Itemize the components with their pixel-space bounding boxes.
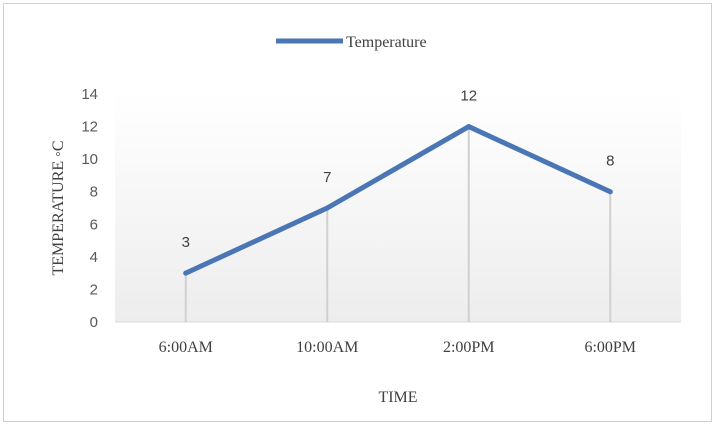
y-tick-label: 0 <box>90 314 98 331</box>
legend-label: Temperature <box>346 34 427 51</box>
data-label: 8 <box>606 153 614 170</box>
data-label: 3 <box>182 234 190 251</box>
x-axis-title: TIME <box>378 389 417 406</box>
x-axis-ticks: 6:00AM 10:00AM 2:00PM 6:00PM <box>159 339 636 356</box>
y-tick-label: 14 <box>81 86 98 103</box>
y-tick-label: 4 <box>90 249 98 266</box>
legend: Temperature <box>276 34 427 51</box>
y-tick-label: 10 <box>81 151 98 168</box>
plot-area <box>115 92 681 322</box>
y-tick-label: 6 <box>90 216 98 233</box>
data-labels: 3 7 12 8 <box>182 88 615 252</box>
data-label: 7 <box>323 169 331 186</box>
drop-lines <box>184 126 612 322</box>
x-tick-label: 2:00PM <box>443 339 495 356</box>
y-tick-label: 2 <box>90 281 98 298</box>
x-tick-label: 6:00PM <box>584 339 636 356</box>
x-tick-label: 10:00AM <box>296 339 358 356</box>
data-point <box>324 205 330 211</box>
data-point <box>607 189 613 195</box>
data-point <box>466 124 472 130</box>
series-line-temperature <box>183 124 613 276</box>
y-axis-title: TEMPERATURE ◦C <box>50 140 67 275</box>
y-tick-label: 12 <box>81 119 98 136</box>
data-label: 12 <box>460 88 477 105</box>
data-point <box>183 270 189 276</box>
y-tick-label: 8 <box>90 184 98 201</box>
x-tick-label: 6:00AM <box>159 339 213 356</box>
y-axis-ticks: 0 2 4 6 8 10 12 14 <box>81 86 98 331</box>
